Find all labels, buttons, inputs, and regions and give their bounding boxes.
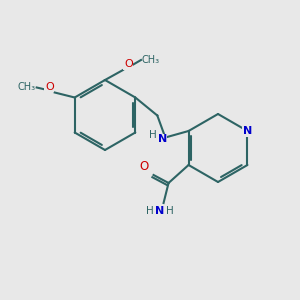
Text: O: O bbox=[124, 59, 133, 69]
Text: H: H bbox=[149, 130, 157, 140]
Text: CH₃: CH₃ bbox=[142, 55, 160, 65]
Text: O: O bbox=[139, 160, 148, 173]
Text: N: N bbox=[158, 134, 167, 145]
Text: H: H bbox=[166, 206, 173, 216]
Text: CH₃: CH₃ bbox=[18, 82, 36, 92]
Text: H: H bbox=[146, 206, 153, 216]
Text: N: N bbox=[155, 206, 164, 216]
Text: N: N bbox=[243, 126, 252, 136]
Text: O: O bbox=[45, 82, 54, 92]
